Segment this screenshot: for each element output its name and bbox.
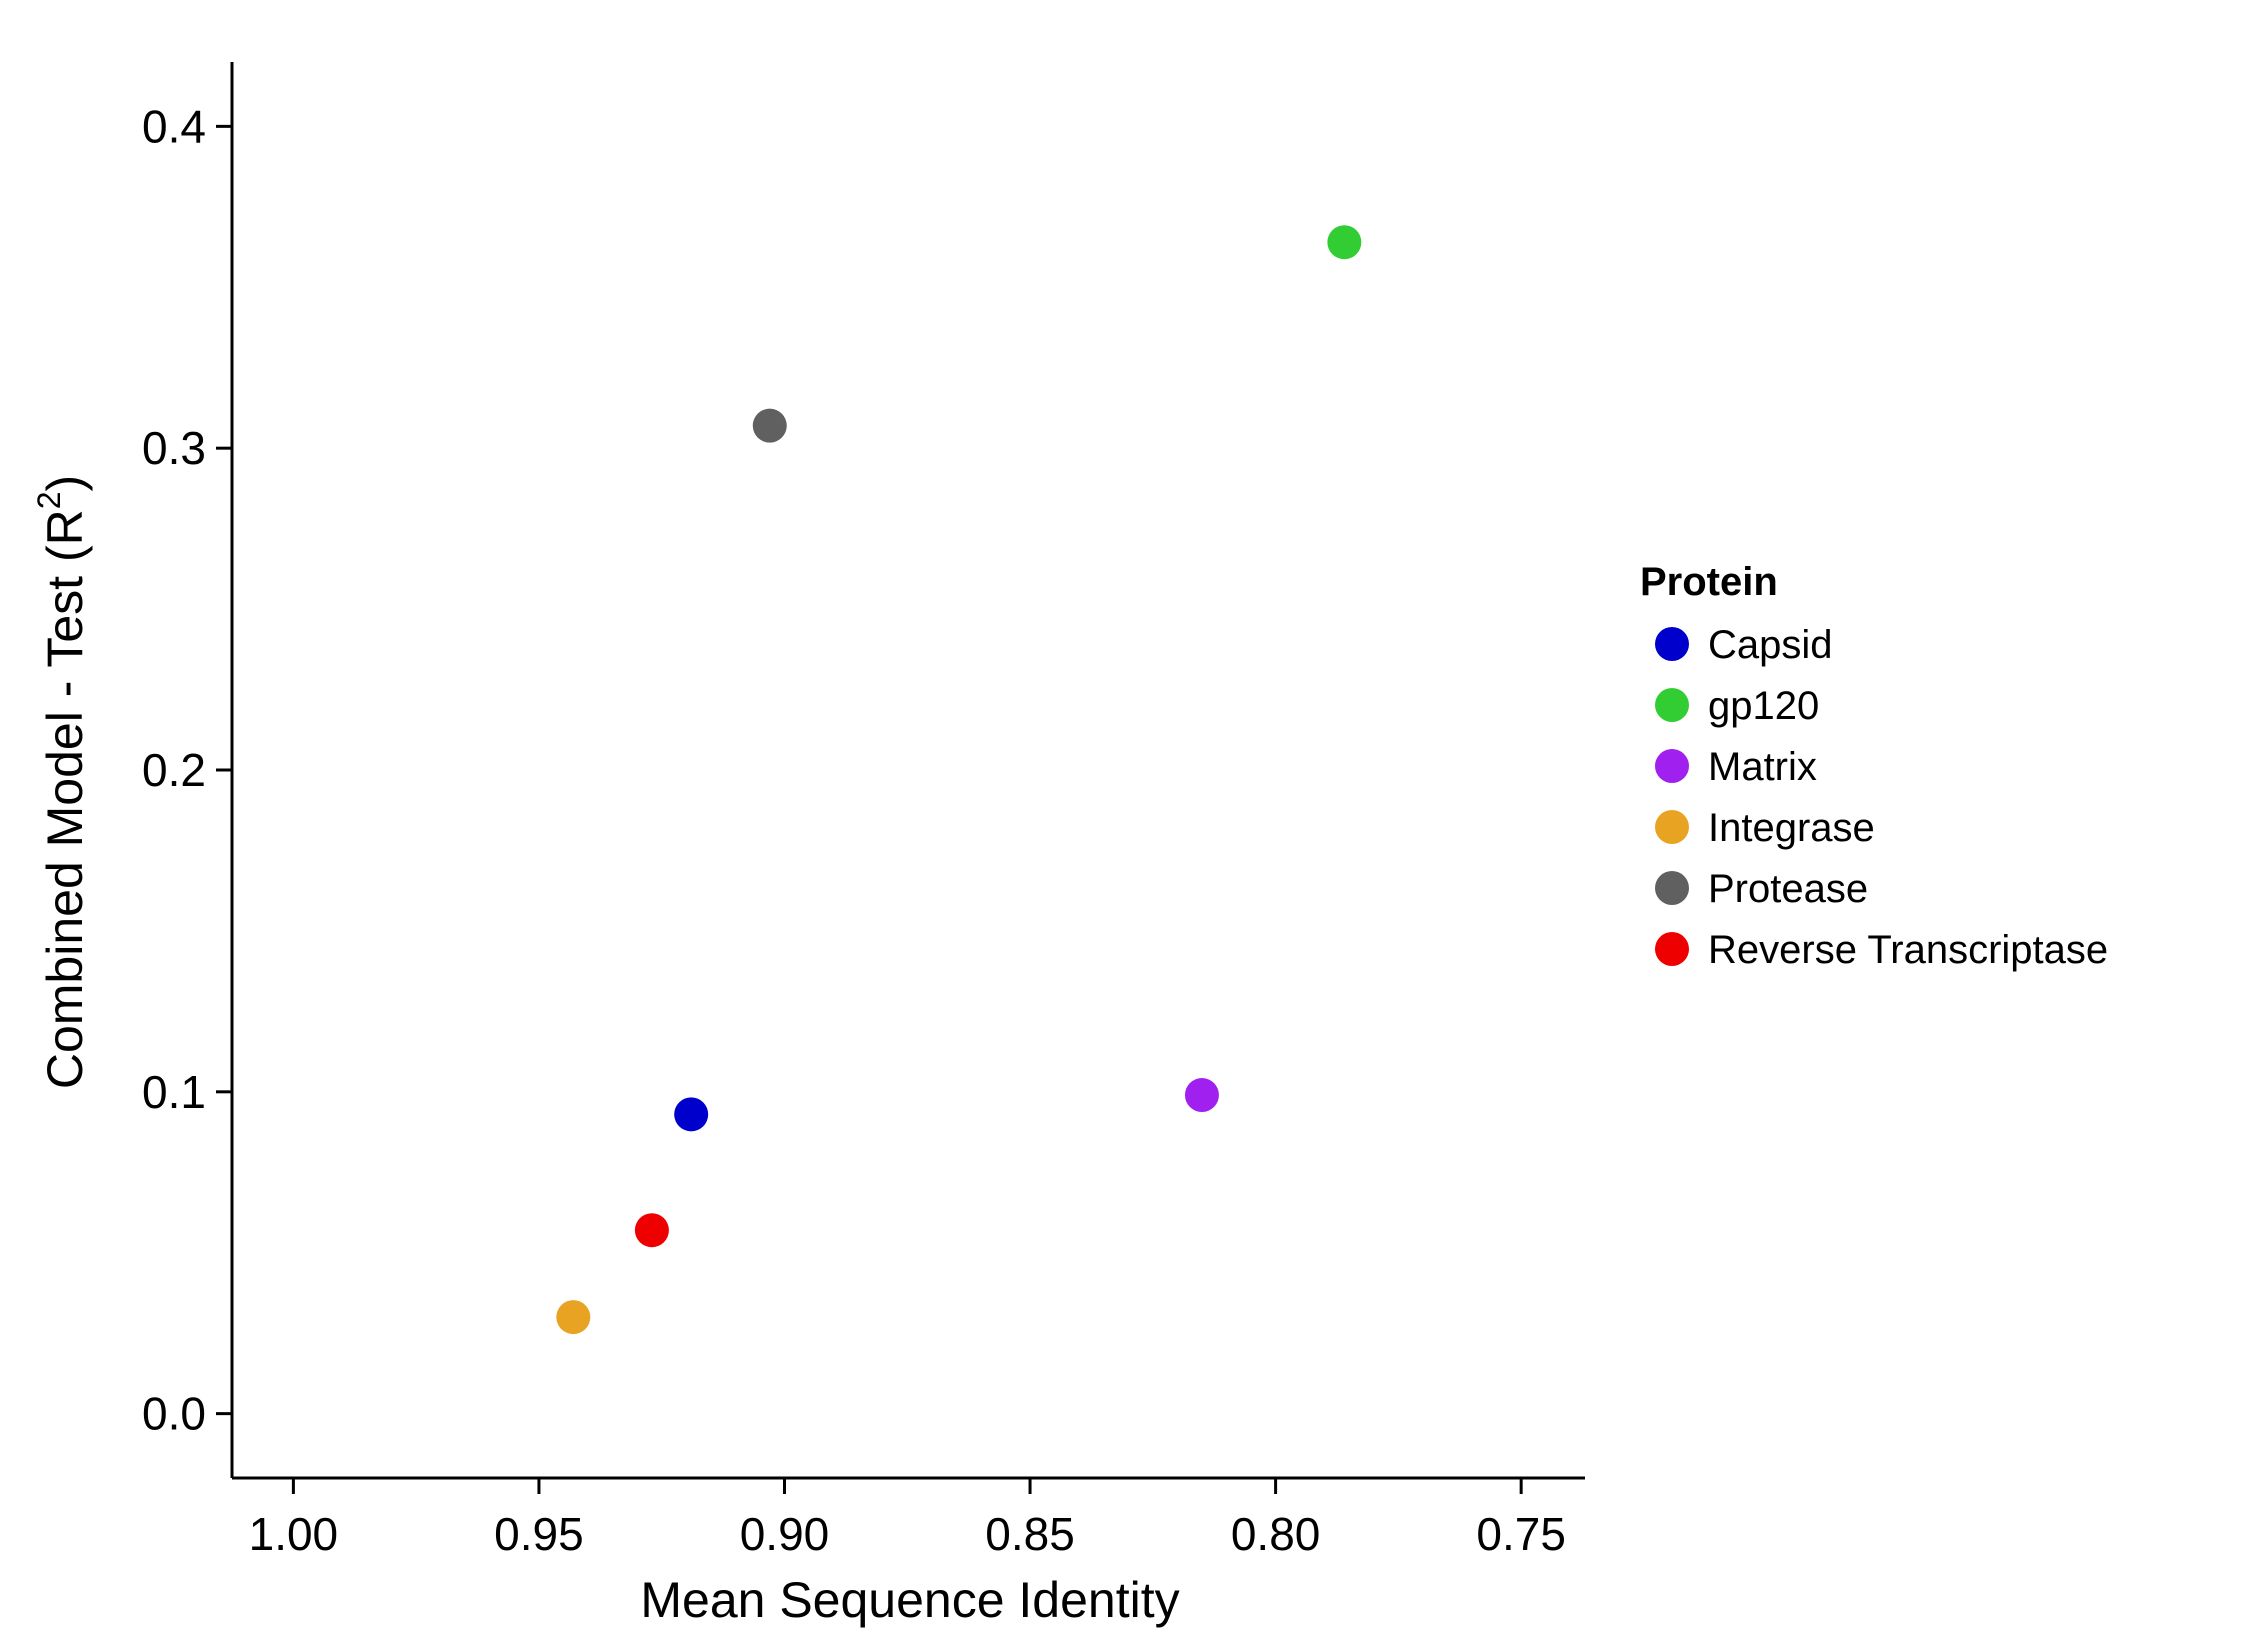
x-tick-label: 0.80 xyxy=(1231,1508,1321,1560)
legend-label: Capsid xyxy=(1708,623,1833,667)
point-reverse-transcriptase xyxy=(634,1213,669,1248)
y-axis-title-end: ) xyxy=(37,475,93,492)
legend-label: gp120 xyxy=(1708,684,1819,728)
x-tick-label: 0.95 xyxy=(494,1508,584,1560)
x-tick-label: 1.00 xyxy=(249,1508,339,1560)
y-tick-label: 0.1 xyxy=(142,1066,206,1118)
x-tick-label: 0.75 xyxy=(1476,1508,1566,1560)
legend-key-integrase xyxy=(1655,810,1689,844)
y-tick-label: 0.4 xyxy=(142,100,206,152)
legend-key-gp120 xyxy=(1655,688,1689,722)
y-tick-label: 0.2 xyxy=(142,744,206,796)
y-tick-label: 0.3 xyxy=(142,422,206,474)
y-tick-label: 0.0 xyxy=(142,1388,206,1440)
legend-label: Protease xyxy=(1708,867,1868,911)
x-tick-label: 0.90 xyxy=(740,1508,830,1560)
x-tick-label: 0.85 xyxy=(985,1508,1075,1560)
legend-title: Protein xyxy=(1640,560,1778,604)
point-matrix xyxy=(1184,1078,1219,1113)
legend-label: Integrase xyxy=(1708,806,1875,850)
point-protease xyxy=(752,408,787,443)
y-axis: 0.0 0.1 0.2 0.3 0.4 xyxy=(142,62,234,1478)
x-axis-title: Mean Sequence Identity xyxy=(640,1572,1179,1628)
legend-key-reverse-transcriptase xyxy=(1655,932,1689,966)
data-points xyxy=(556,225,1362,1335)
legend-label: Reverse Transcriptase xyxy=(1708,928,2108,972)
legend: Protein Capsid gp120 Matrix Integrase Protea… xyxy=(1640,560,2108,972)
legend-label: Matrix xyxy=(1708,745,1817,789)
y-axis-title-main: Combined Model - Test (R xyxy=(37,509,93,1089)
legend-key-protease xyxy=(1655,871,1689,905)
legend-key-capsid xyxy=(1655,627,1689,661)
y-axis-title-superscript: 2 xyxy=(31,492,67,510)
x-axis: 1.00 0.95 0.90 0.85 0.80 0.75 xyxy=(232,1476,1585,1560)
point-capsid xyxy=(674,1097,709,1132)
y-axis-title: Combined Model - Test (R2) xyxy=(31,475,93,1089)
legend-key-matrix xyxy=(1655,749,1689,783)
point-gp120 xyxy=(1327,225,1362,260)
point-integrase xyxy=(556,1300,591,1335)
